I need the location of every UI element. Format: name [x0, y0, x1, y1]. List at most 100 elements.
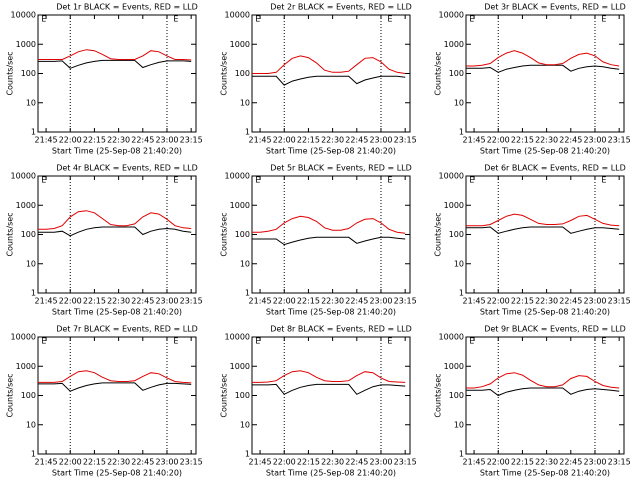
y-tick-label: 100	[21, 230, 36, 239]
y-axis-label: Counts/sec	[6, 51, 15, 95]
annotation: E	[601, 337, 606, 346]
x-tick-label: 22:45	[345, 458, 368, 467]
annotation: E	[41, 337, 46, 346]
y-axis-label: Counts/sec	[434, 51, 443, 95]
y-tick-label: 10000	[225, 11, 250, 20]
y-tick-label: 1	[31, 289, 36, 298]
x-tick-label: 22:45	[345, 297, 368, 306]
y-tick-label: 1	[245, 128, 250, 137]
x-tick-label: 22:15	[511, 136, 534, 145]
x-axis-label: Start Time (25-Sep-08 21:40:20)	[480, 308, 610, 317]
x-tick-label: 23:00	[155, 297, 178, 306]
series-line	[252, 383, 406, 395]
x-tick-label: 22:15	[83, 136, 106, 145]
x-tick-label: 22:00	[273, 297, 296, 306]
plot-frame	[251, 336, 411, 455]
y-tick-label: 1	[459, 450, 464, 459]
x-tick-label: 23:15	[180, 458, 203, 467]
series-line	[252, 215, 406, 234]
x-tick-label: 23:15	[608, 458, 631, 467]
annotation: E	[255, 176, 260, 185]
y-tick-label: 10000	[11, 333, 36, 342]
annotation: E	[469, 15, 474, 24]
annotation: E	[469, 337, 474, 346]
x-tick-label: 22:00	[59, 458, 82, 467]
y-tick-label: 10	[26, 259, 36, 268]
annotation: E	[601, 15, 606, 24]
y-tick-label: 10	[454, 420, 464, 429]
y-tick-label: 1	[31, 450, 36, 459]
x-tick-label: 22:15	[297, 297, 320, 306]
x-tick-label: 23:15	[394, 297, 417, 306]
chart-title: Det 9r BLACK = Events, RED = LLD	[484, 325, 626, 334]
chart-title: Det 8r BLACK = Events, RED = LLD	[270, 325, 412, 334]
y-tick-label: 10	[454, 98, 464, 107]
y-tick-label: 100	[449, 391, 464, 400]
chart-title: Det 1r BLACK = Events, RED = LLD	[56, 3, 198, 12]
y-tick-label: 100	[449, 230, 464, 239]
y-tick-label: 100	[235, 230, 250, 239]
x-tick-label: 21:45	[35, 297, 58, 306]
y-axis-label: Counts/sec	[6, 373, 15, 417]
x-tick-label: 22:15	[511, 297, 534, 306]
y-tick-label: 10	[240, 259, 250, 268]
x-axis-label: Start Time (25-Sep-08 21:40:20)	[266, 308, 396, 317]
y-tick-label: 1000	[16, 40, 36, 49]
x-tick-label: 22:45	[559, 136, 582, 145]
series-line	[466, 213, 620, 227]
y-tick-label: 1000	[444, 40, 464, 49]
series-line	[252, 236, 406, 246]
y-tick-label: 100	[21, 69, 36, 78]
y-tick-label: 1000	[230, 201, 250, 210]
plot-frame	[251, 14, 411, 133]
x-axis-label: Start Time (25-Sep-08 21:40:20)	[266, 469, 396, 478]
x-axis-label: Start Time (25-Sep-08 21:40:20)	[480, 147, 610, 156]
x-axis-label: Start Time (25-Sep-08 21:40:20)	[52, 147, 182, 156]
y-tick-label: 10	[240, 420, 250, 429]
x-axis-label: Start Time (25-Sep-08 21:40:20)	[480, 469, 610, 478]
plot-frame	[37, 336, 197, 455]
x-tick-label: 22:30	[321, 136, 344, 145]
x-tick-label: 22:00	[59, 297, 82, 306]
annotation: E	[41, 176, 46, 185]
y-tick-label: 1	[459, 128, 464, 137]
y-tick-label: 1	[459, 289, 464, 298]
chart-title: Det 5r BLACK = Events, RED = LLD	[270, 164, 412, 173]
x-tick-label: 22:15	[511, 458, 534, 467]
y-tick-label: 10	[240, 98, 250, 107]
x-tick-label: 21:45	[463, 458, 486, 467]
plot-frame	[37, 14, 197, 133]
y-tick-label: 100	[235, 391, 250, 400]
x-tick-label: 22:00	[273, 136, 296, 145]
x-tick-label: 22:45	[559, 458, 582, 467]
annotation: E	[255, 337, 260, 346]
y-axis-label: Counts/sec	[220, 373, 229, 417]
chart-title: Det 3r BLACK = Events, RED = LLD	[484, 3, 626, 12]
x-tick-label: 22:15	[83, 458, 106, 467]
y-tick-label: 10000	[439, 333, 464, 342]
y-tick-label: 1000	[230, 40, 250, 49]
x-tick-label: 22:15	[297, 136, 320, 145]
x-tick-label: 23:00	[583, 458, 606, 467]
x-tick-label: 21:45	[249, 136, 272, 145]
x-tick-label: 21:45	[463, 297, 486, 306]
x-tick-label: 22:30	[535, 297, 558, 306]
y-axis-label: Counts/sec	[220, 212, 229, 256]
series-line	[466, 372, 620, 389]
annotation: E	[601, 176, 606, 185]
x-tick-label: 21:45	[249, 458, 272, 467]
series-line	[38, 210, 192, 230]
chart-title: Det 4r BLACK = Events, RED = LLD	[56, 164, 198, 173]
series-line	[38, 370, 192, 384]
series-line	[38, 59, 192, 69]
y-tick-label: 10000	[439, 172, 464, 181]
x-tick-label: 23:15	[608, 297, 631, 306]
y-tick-label: 10000	[11, 11, 36, 20]
y-axis-label: Counts/sec	[434, 212, 443, 256]
y-tick-label: 100	[21, 391, 36, 400]
x-tick-label: 21:45	[249, 297, 272, 306]
x-tick-label: 21:45	[35, 136, 58, 145]
chart-title: Det 7r BLACK = Events, RED = LLD	[56, 325, 198, 334]
x-tick-label: 22:00	[487, 458, 510, 467]
